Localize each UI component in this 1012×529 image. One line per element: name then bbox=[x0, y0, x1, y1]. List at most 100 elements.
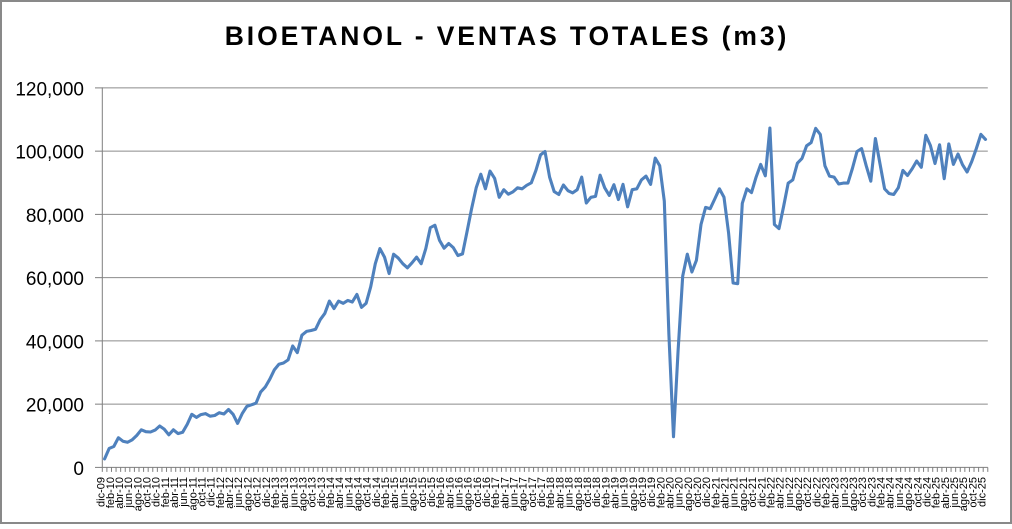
svg-text:60,000: 60,000 bbox=[26, 269, 84, 290]
svg-text:ago-12: ago-12 bbox=[242, 477, 254, 511]
svg-text:oct-12: oct-12 bbox=[252, 477, 264, 508]
svg-text:ago-22: ago-22 bbox=[793, 477, 805, 511]
svg-text:jun-20: jun-20 bbox=[674, 477, 686, 509]
svg-text:feb-14: feb-14 bbox=[325, 477, 337, 508]
svg-text:feb-10: feb-10 bbox=[105, 477, 117, 508]
svg-text:100,000: 100,000 bbox=[15, 143, 84, 164]
svg-text:feb-20: feb-20 bbox=[655, 477, 667, 508]
svg-text:feb-24: feb-24 bbox=[876, 477, 888, 508]
svg-text:dic-14: dic-14 bbox=[371, 477, 383, 507]
svg-text:20,000: 20,000 bbox=[26, 396, 84, 417]
svg-text:oct-25: oct-25 bbox=[967, 477, 979, 508]
svg-text:oct-22: oct-22 bbox=[802, 477, 814, 508]
svg-text:abr-12: abr-12 bbox=[224, 477, 236, 509]
svg-text:oct-23: oct-23 bbox=[857, 477, 869, 508]
svg-text:ago-17: ago-17 bbox=[518, 477, 530, 511]
svg-text:oct-10: oct-10 bbox=[141, 477, 153, 508]
svg-text:feb-23: feb-23 bbox=[821, 477, 833, 508]
svg-text:feb-22: feb-22 bbox=[765, 477, 777, 508]
svg-text:abr-25: abr-25 bbox=[940, 477, 952, 509]
svg-text:120,000: 120,000 bbox=[15, 79, 84, 100]
svg-text:jun-10: jun-10 bbox=[123, 477, 135, 509]
svg-text:abr-20: abr-20 bbox=[665, 477, 677, 509]
svg-text:ago-18: ago-18 bbox=[573, 477, 585, 511]
svg-text:oct-18: oct-18 bbox=[582, 477, 594, 508]
svg-text:dic-16: dic-16 bbox=[481, 477, 493, 507]
svg-text:dic-09: dic-09 bbox=[96, 477, 108, 507]
svg-text:ago-23: ago-23 bbox=[848, 477, 860, 511]
svg-text:jun-24: jun-24 bbox=[894, 477, 906, 509]
svg-text:oct-24: oct-24 bbox=[912, 477, 924, 508]
svg-text:jun-25: jun-25 bbox=[949, 477, 961, 509]
svg-text:ago-10: ago-10 bbox=[132, 477, 144, 511]
svg-text:ago-16: ago-16 bbox=[463, 477, 475, 511]
svg-text:jun-15: jun-15 bbox=[398, 477, 410, 509]
svg-text:abr-18: abr-18 bbox=[554, 477, 566, 509]
svg-text:0: 0 bbox=[73, 459, 84, 480]
svg-text:jun-16: jun-16 bbox=[453, 477, 465, 509]
svg-text:oct-21: oct-21 bbox=[747, 477, 759, 508]
svg-text:jun-13: jun-13 bbox=[288, 477, 300, 509]
svg-text:dic-13: dic-13 bbox=[316, 477, 328, 507]
svg-text:oct-17: oct-17 bbox=[527, 477, 539, 508]
svg-text:abr-19: abr-19 bbox=[609, 477, 621, 509]
svg-text:jun-12: jun-12 bbox=[233, 477, 245, 509]
svg-text:dic-22: dic-22 bbox=[811, 477, 823, 507]
svg-text:abr-23: abr-23 bbox=[830, 477, 842, 509]
svg-text:oct-13: oct-13 bbox=[307, 477, 319, 508]
svg-text:BIOETANOL - VENTAS TOTALES (m3: BIOETANOL - VENTAS TOTALES (m3) bbox=[225, 21, 789, 51]
svg-text:feb-18: feb-18 bbox=[545, 477, 557, 508]
svg-text:oct-14: oct-14 bbox=[362, 477, 374, 508]
svg-text:ago-21: ago-21 bbox=[738, 477, 750, 511]
svg-text:abr-17: abr-17 bbox=[499, 477, 511, 509]
svg-text:jun-11: jun-11 bbox=[178, 477, 190, 508]
svg-text:feb-11: feb-11 bbox=[160, 477, 172, 507]
svg-text:dic-19: dic-19 bbox=[646, 477, 658, 507]
svg-text:feb-13: feb-13 bbox=[270, 477, 282, 508]
svg-text:abr-21: abr-21 bbox=[720, 477, 732, 509]
svg-text:oct-15: oct-15 bbox=[417, 477, 429, 508]
svg-text:dic-23: dic-23 bbox=[866, 477, 878, 507]
svg-text:feb-19: feb-19 bbox=[600, 477, 612, 508]
svg-text:40,000: 40,000 bbox=[26, 332, 84, 353]
svg-text:ago-13: ago-13 bbox=[297, 477, 309, 511]
svg-text:oct-20: oct-20 bbox=[692, 477, 704, 508]
svg-text:feb-15: feb-15 bbox=[380, 477, 392, 508]
svg-text:jun-17: jun-17 bbox=[509, 477, 521, 509]
svg-text:dic-24: dic-24 bbox=[921, 477, 933, 507]
svg-text:abr-14: abr-14 bbox=[334, 477, 346, 509]
svg-text:abr-11: abr-11 bbox=[169, 477, 181, 508]
svg-text:dic-21: dic-21 bbox=[756, 477, 768, 507]
svg-text:dic-18: dic-18 bbox=[591, 477, 603, 507]
svg-text:ago-15: ago-15 bbox=[408, 477, 420, 511]
svg-text:ago-25: ago-25 bbox=[958, 477, 970, 511]
svg-text:abr-13: abr-13 bbox=[279, 477, 291, 509]
svg-text:80,000: 80,000 bbox=[26, 206, 84, 227]
svg-text:ago-19: ago-19 bbox=[628, 477, 640, 511]
svg-text:dic-10: dic-10 bbox=[151, 477, 163, 507]
svg-text:oct-19: oct-19 bbox=[637, 477, 649, 508]
svg-text:ago-20: ago-20 bbox=[683, 477, 695, 511]
svg-text:abr-24: abr-24 bbox=[885, 477, 897, 509]
svg-text:dic-17: dic-17 bbox=[536, 477, 548, 507]
svg-text:jun-19: jun-19 bbox=[619, 477, 631, 509]
svg-text:jun-21: jun-21 bbox=[729, 477, 741, 509]
svg-text:feb-21: feb-21 bbox=[710, 477, 722, 508]
svg-text:ago-11: ago-11 bbox=[187, 477, 199, 510]
svg-text:ago-14: ago-14 bbox=[353, 477, 365, 511]
svg-text:abr-22: abr-22 bbox=[775, 477, 787, 509]
svg-text:dic-11: dic-11 bbox=[206, 477, 218, 506]
svg-text:ago-24: ago-24 bbox=[903, 477, 915, 511]
svg-text:abr-10: abr-10 bbox=[114, 477, 126, 509]
svg-text:oct-16: oct-16 bbox=[472, 477, 484, 508]
svg-text:dic-20: dic-20 bbox=[701, 477, 713, 507]
svg-text:abr-15: abr-15 bbox=[389, 477, 401, 509]
svg-text:dic-25: dic-25 bbox=[976, 477, 988, 507]
svg-text:jun-18: jun-18 bbox=[564, 477, 576, 509]
svg-text:feb-17: feb-17 bbox=[490, 477, 502, 508]
svg-text:jun-22: jun-22 bbox=[784, 477, 796, 509]
svg-text:feb-12: feb-12 bbox=[215, 477, 227, 508]
svg-text:feb-16: feb-16 bbox=[435, 477, 447, 508]
svg-text:abr-16: abr-16 bbox=[444, 477, 456, 509]
svg-text:dic-15: dic-15 bbox=[426, 477, 438, 507]
